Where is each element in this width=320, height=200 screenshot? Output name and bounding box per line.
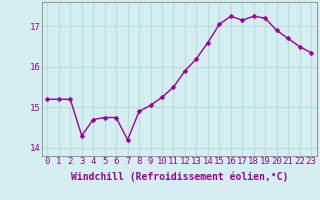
- X-axis label: Windchill (Refroidissement éolien,°C): Windchill (Refroidissement éolien,°C): [70, 172, 288, 182]
